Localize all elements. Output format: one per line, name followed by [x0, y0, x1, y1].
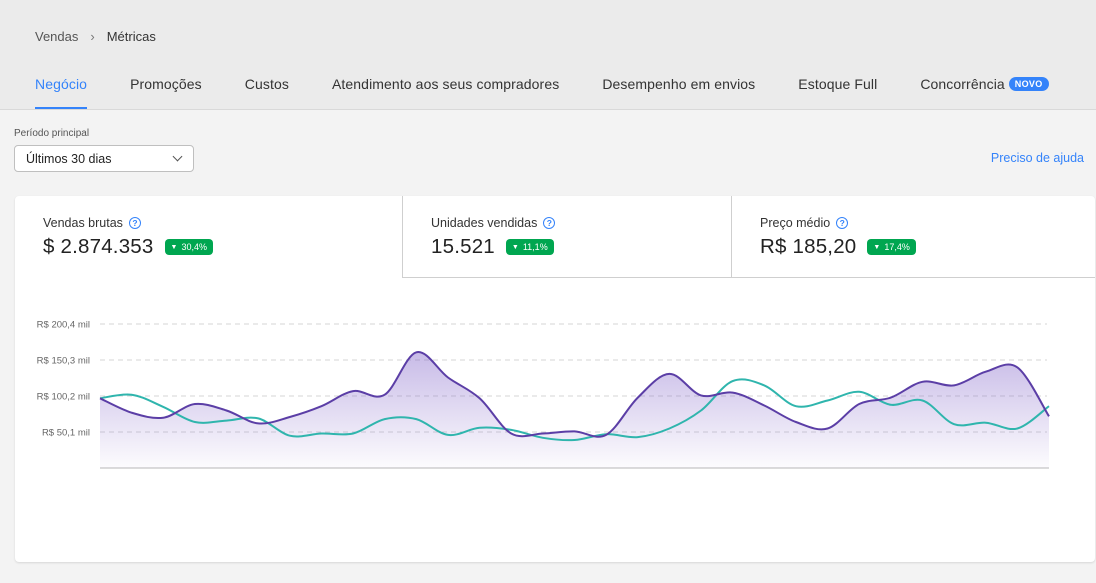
metric-title: Preço médio — [760, 216, 831, 230]
triangle-down-icon: ▼ — [170, 243, 178, 251]
y-tick-label: R$ 150,3 mil — [37, 356, 90, 367]
delta-badge: ▼ 30,4% — [164, 239, 213, 255]
period-dropdown[interactable]: Últimos 30 dias — [14, 145, 194, 172]
period-value: Últimos 30 dias — [26, 152, 112, 166]
metric-title: Vendas brutas — [43, 216, 123, 230]
tab-desempenho-envios[interactable]: Desempenho em envios — [602, 76, 756, 92]
metric-preco-medio[interactable]: Preço médio? R$ 185,20 ▼ 17,4% — [731, 196, 1095, 278]
metric-unidades-vendidas[interactable]: Unidades vendidas? 15.521 ▼ 11,1% — [402, 196, 731, 278]
metric-value: 15.521 — [431, 235, 495, 258]
tab-atendimento[interactable]: Atendimento aos seus compradores — [331, 76, 560, 92]
help-icon[interactable]: ? — [836, 217, 849, 229]
delta-value: 17,4% — [884, 242, 910, 252]
metrics-card: R$ 200,4 mil R$ 150,3 mil R$ 100,2 mil R$ 5… — [15, 196, 1095, 562]
metric-value: $ 2.874.353 — [43, 235, 154, 258]
new-badge: NOVO — [1008, 77, 1049, 91]
metric-vendas-brutas[interactable]: Vendas brutas? $ 2.874.353 ▼ 30,4% — [15, 196, 402, 278]
top-header: Vendas › Métricas Negócio Promoções Cust… — [0, 0, 1096, 110]
tab-concorrencia-label: Concorrência — [920, 76, 1005, 92]
tab-concorrencia[interactable]: Concorrência NOVO — [920, 76, 1049, 109]
help-icon[interactable]: ? — [543, 217, 556, 229]
y-tick-label: R$ 100,2 mil — [37, 392, 90, 403]
tab-promocoes[interactable]: Promoções — [130, 76, 202, 92]
breadcrumb-current: Métricas — [106, 29, 156, 44]
y-tick-label: R$ 200,4 mil — [37, 320, 90, 331]
triangle-down-icon: ▼ — [511, 243, 519, 251]
tab-custos[interactable]: Custos — [244, 76, 289, 92]
chevron-right-icon: › — [90, 29, 95, 44]
breadcrumb-vendas[interactable]: Vendas — [35, 29, 79, 44]
help-link[interactable]: Preciso de ajuda — [990, 151, 1084, 165]
sales-chart: R$ 200,4 mil R$ 150,3 mil R$ 100,2 mil R$ 5… — [37, 320, 1050, 469]
delta-badge: ▼ 11,1% — [505, 239, 554, 255]
metric-value: R$ 185,20 — [760, 235, 857, 258]
y-tick-label: R$ 50,1 mil — [42, 428, 90, 439]
delta-value: 11,1% — [522, 242, 548, 252]
tab-estoque-full[interactable]: Estoque Full — [798, 76, 878, 92]
series-compare-line — [99, 378, 1050, 442]
chevron-down-icon — [172, 151, 183, 162]
series-main-line — [99, 351, 1050, 438]
series-main-area — [100, 352, 1049, 468]
tab-bar: Negócio Promoções Custos Atendimento aos… — [35, 76, 1049, 109]
tab-negocio[interactable]: Negócio — [35, 76, 88, 109]
delta-badge: ▼ 17,4% — [867, 239, 916, 255]
breadcrumb: Vendas › Métricas — [35, 29, 156, 44]
period-label: Período principal — [14, 128, 90, 139]
help-icon[interactable]: ? — [128, 217, 141, 229]
delta-value: 30,4% — [181, 242, 207, 252]
triangle-down-icon: ▼ — [873, 243, 881, 251]
metric-title: Unidades vendidas — [431, 216, 538, 230]
